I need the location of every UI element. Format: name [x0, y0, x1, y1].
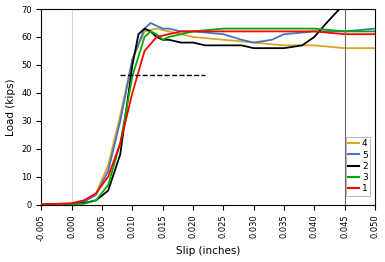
- X-axis label: Slip (inches): Slip (inches): [176, 247, 240, 256]
- Legend: 4, 5, 2, 3, 1: 4, 5, 2, 3, 1: [346, 137, 370, 196]
- Y-axis label: Load (kips): Load (kips): [5, 78, 15, 135]
